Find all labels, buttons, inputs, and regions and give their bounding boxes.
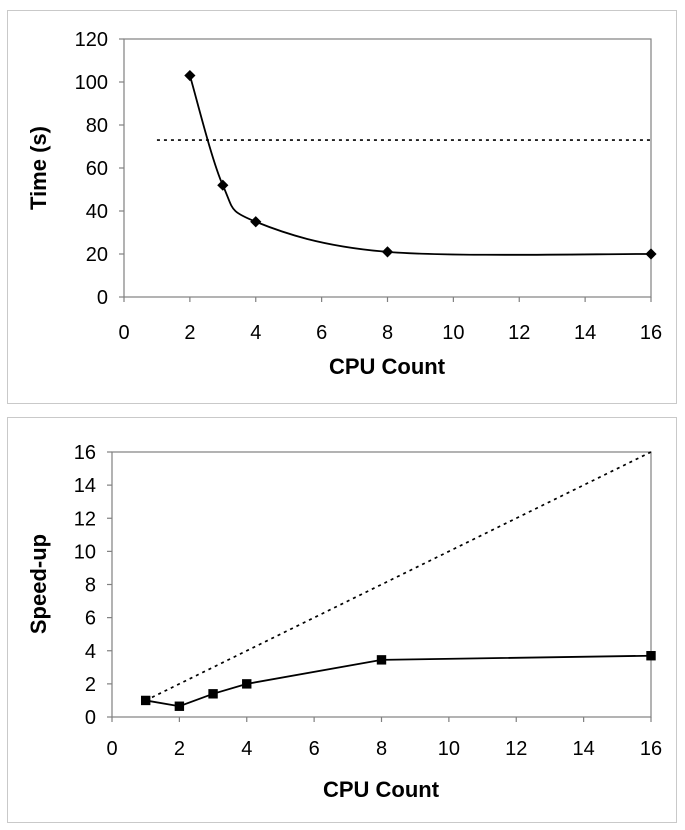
y-axis-tick-label: 100 [75,72,108,94]
x-axis-tick-label: 8 [382,322,393,344]
speedup-chart-plot: 0 2 4 6 8 10 12 14 16 0 2 4 6 8 10 12 14 16 [74,442,662,760]
y-axis-tick-label: 10 [74,541,96,563]
parallel-execution-time-line [189,75,652,256]
time-chart-y-axis-title: Time (s) [26,126,51,210]
time-chart-x-axis-title: CPU Count [328,354,446,379]
x-axis-tick-label: 0 [118,322,129,344]
x-axis-tick-label: 2 [174,738,185,760]
ideal-linear-speedup-line [145,451,652,702]
x-axis-tick-label: 4 [241,738,252,760]
measured-speedup-marker [140,695,151,706]
y-axis-tick-label: 8 [85,575,96,597]
plot-area [111,451,652,718]
x-axis-tick-label: 6 [309,738,320,760]
time-chart-plot: 0 2 4 6 8 10 12 14 16 0 20 40 60 80 100 120 [75,29,663,344]
x-axis-tick-label: 12 [508,322,530,344]
parallel-execution-time-marker [381,246,394,258]
x-axis-tick-label: 16 [640,738,662,760]
y-axis-tick-label: 16 [74,442,96,464]
y-axis-tick-label: 2 [85,674,96,696]
x-axis-tick-label: 10 [438,738,460,760]
plot-area [123,38,652,298]
y-axis-tick-label: 6 [85,608,96,630]
y-axis-tick-label: 12 [74,508,96,530]
x-axis-tick-label: 6 [316,322,327,344]
y-axis-tick-label: 0 [85,707,96,729]
y-axis-tick-label: 14 [74,475,96,497]
y-axis-tick-label: 60 [86,158,108,180]
speedup-chart-y-axis-title: Speed-up [26,533,51,635]
parallel-execution-time-marker [217,179,229,191]
parallel-execution-time-marker [184,69,196,82]
measured-speedup-marker [376,655,387,665]
x-axis-tick-label: 12 [505,738,527,760]
y-axis-tick-label: 120 [75,29,108,51]
x-axis-tick-label: 4 [250,322,261,344]
x-axis-tick-label: 2 [184,322,195,344]
time-chart-panel: 0 2 4 6 8 10 12 14 16 0 20 40 60 80 100 120 Time (s) CP… [7,10,677,404]
y-axis-tick-label: 0 [97,287,108,309]
x-axis-tick-label: 10 [442,322,464,344]
speedup-chart-x-axis-title: CPU Count [322,777,440,802]
y-axis-tick-label: 80 [86,115,108,137]
y-axis-tick-label: 20 [86,244,108,266]
measured-speedup-line [145,654,652,708]
x-axis-tick-label: 16 [640,322,662,344]
x-axis-tick-label: 8 [376,738,387,760]
measured-speedup-marker [208,689,218,699]
measured-speedup-marker [646,651,656,661]
x-axis-tick-label: 14 [573,738,595,760]
parallel-execution-time-marker [250,216,262,228]
x-axis-tick-label: 0 [106,738,117,760]
y-axis-tick-label: 40 [86,201,108,223]
measured-speedup-marker [174,701,185,711]
y-axis-tick-label: 4 [85,641,96,663]
parallel-execution-time-marker [645,248,657,260]
x-axis-tick-label: 14 [574,322,596,344]
measured-speedup-marker [242,679,252,689]
speedup-chart-panel: 0 2 4 6 8 10 12 14 16 0 2 4 6 8 10 12 14 16 Speed-up CPU … [7,417,677,823]
